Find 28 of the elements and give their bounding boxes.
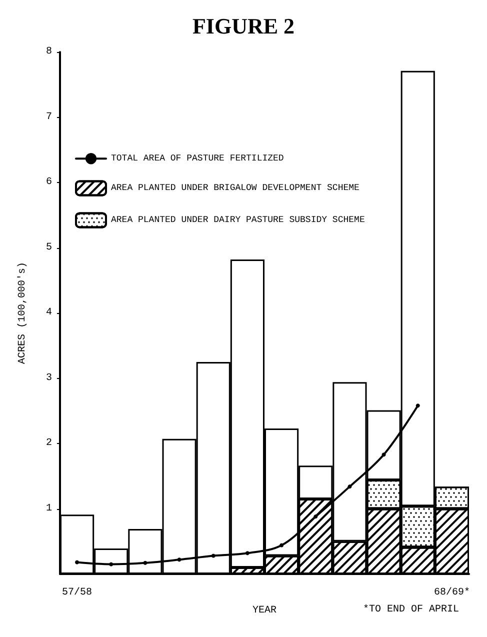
point bbox=[314, 514, 318, 519]
x-tick-label: 68/69* bbox=[434, 586, 470, 598]
y-tick-label: 2 bbox=[46, 438, 52, 449]
point bbox=[75, 560, 80, 564]
y-tick-label: 6 bbox=[46, 177, 52, 188]
point bbox=[416, 404, 420, 408]
y-tick-label: 3 bbox=[46, 372, 52, 384]
point bbox=[280, 543, 284, 548]
legend-label: AREA PLANTED UNDER BRIGALOW DEVELOPMENT SCHEME bbox=[111, 183, 360, 194]
y-tick-label: 1 bbox=[46, 503, 52, 514]
point bbox=[143, 560, 148, 565]
x-axis-title: YEAR bbox=[252, 606, 277, 616]
text: *TO END OF APRIL bbox=[362, 604, 459, 616]
point bbox=[211, 554, 216, 558]
point bbox=[348, 484, 352, 489]
point bbox=[109, 562, 114, 566]
chart-title: FIGURE 2 bbox=[192, 14, 295, 38]
x-tick-label: 57/58 bbox=[62, 586, 92, 598]
y-tick-label: 5 bbox=[46, 242, 52, 254]
legend-label: TOTAL AREA OF PASTURE FERTILIZED bbox=[111, 154, 284, 164]
legend-label: AREA PLANTED UNDER DAIRY PASTURE SUBSIDY SCHEME bbox=[111, 215, 365, 226]
point bbox=[177, 558, 182, 562]
y-tick-label: 7 bbox=[46, 112, 52, 123]
y-tick-label: 4 bbox=[46, 308, 52, 318]
y-tick-label: 8 bbox=[46, 46, 52, 58]
point bbox=[382, 452, 386, 457]
y-axis-title: ACRES (100,000's) bbox=[16, 262, 28, 364]
point bbox=[245, 551, 250, 556]
